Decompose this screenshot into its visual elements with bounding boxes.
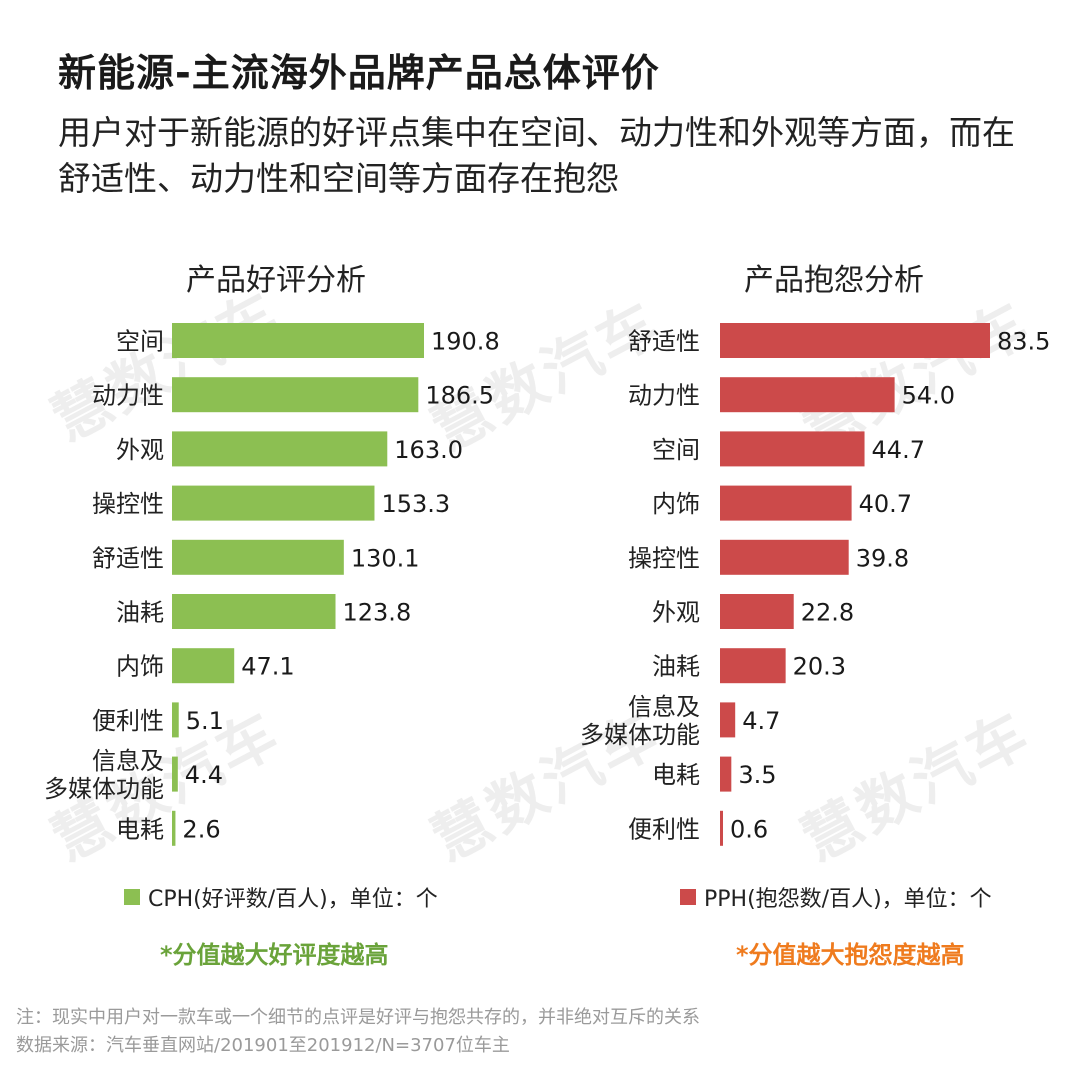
good-bar (172, 810, 176, 846)
complaint-bar (720, 539, 849, 575)
complaint-value-label: 4.7 (742, 707, 780, 735)
complaint-bar (720, 702, 736, 738)
good-value-label: 4.4 (185, 761, 223, 789)
good-category-label: 空间 (116, 328, 164, 356)
page-subtitle: 用户对于新能源的好评点集中在空间、动力性和外观等方面，而在舒适性、动力性和空间等… (58, 113, 1015, 198)
good-category-label: 电耗 (116, 815, 164, 843)
good-value-label: 186.5 (425, 382, 494, 410)
complaint-bar (720, 756, 732, 792)
complaint-legend: PPH(抱怨数/百人)，单位：个 (680, 881, 992, 913)
good-legend-label: CPH(好评数/百人)，单位：个 (148, 887, 438, 912)
page-title: 新能源-主流海外品牌产品总体评价 (58, 51, 660, 95)
complaint-value-label: 0.6 (730, 815, 768, 843)
complaint-category-label: 电耗 (652, 761, 700, 789)
good-bar (172, 756, 178, 792)
good-value-label: 123.8 (343, 599, 412, 627)
good-value-label: 47.1 (241, 653, 294, 681)
good-bar (172, 431, 388, 467)
good-bar (172, 648, 235, 684)
good-category-label: 操控性 (92, 490, 164, 518)
complaint-bar (720, 377, 895, 413)
complaint-bar (720, 648, 786, 684)
complaint-value-label: 44.7 (872, 436, 925, 464)
complaint-category-label: 操控性 (628, 544, 700, 572)
good-category-label: 信息及多媒体功能 (44, 747, 164, 803)
good-category-label: 外观 (116, 436, 164, 464)
good-category-label: 舒适性 (92, 544, 164, 572)
complaint-category-label: 内饰 (652, 490, 700, 518)
complaint-bar (720, 323, 990, 358)
complaint-value-label: 3.5 (738, 761, 776, 789)
complaint-value-label: 22.8 (801, 599, 854, 627)
footnote-source: 数据来源：汽车垂直网站/201901至201912/N=3707位车主 (16, 1035, 510, 1056)
complaint-score-note: *分值越大抱怨度越高 (736, 941, 965, 969)
good-bar (172, 377, 419, 413)
complaint-value-label: 39.8 (856, 544, 909, 572)
complaint-category-label: 空间 (652, 436, 700, 464)
good-bar (172, 539, 344, 575)
good-category-label: 便利性 (92, 707, 164, 735)
good-value-label: 190.8 (431, 328, 500, 356)
complaint-bar (720, 485, 852, 521)
complaint-category-label: 动力性 (628, 382, 700, 410)
complaint-value-label: 40.7 (859, 490, 912, 518)
good-value-label: 5.1 (186, 707, 224, 735)
complaint-legend-swatch (680, 889, 696, 905)
complaint-category-label: 舒适性 (628, 328, 700, 356)
complaint-category-label: 油耗 (652, 653, 700, 681)
good-category-label: 内饰 (116, 653, 164, 681)
good-value-label: 153.3 (381, 490, 450, 518)
good-bar (172, 485, 375, 521)
good-legend: CPH(好评数/百人)，单位：个 (124, 881, 438, 913)
complaint-chart-title: 产品抱怨分析 (744, 263, 924, 298)
complaint-bar (720, 431, 865, 467)
good-score-note: *分值越大好评度越高 (160, 941, 389, 969)
good-value-label: 2.6 (182, 815, 220, 843)
good-category-label: 油耗 (116, 599, 164, 627)
complaint-category-label: 外观 (652, 599, 700, 627)
good-bar (172, 594, 336, 629)
good-value-label: 163.0 (394, 436, 463, 464)
complaint-value-label: 83.5 (997, 328, 1050, 356)
good-value-label: 130.1 (351, 544, 420, 572)
complaint-value-label: 54.0 (902, 382, 955, 410)
good-bar (172, 702, 179, 738)
footnote-remark: 注：现实中用户对一款车或一个细节的点评是好评与抱怨共存的，并非绝对互斥的关系 (16, 1007, 700, 1028)
complaint-category-label: 信息及多媒体功能 (580, 693, 700, 749)
complaint-bar (720, 594, 794, 629)
good-legend-swatch (124, 889, 140, 905)
good-chart-title: 产品好评分析 (186, 263, 366, 298)
complaint-category-label: 便利性 (628, 815, 700, 843)
good-bar (172, 323, 424, 358)
complaint-value-label: 20.3 (793, 653, 846, 681)
complaint-legend-label: PPH(抱怨数/百人)，单位：个 (704, 887, 992, 912)
complaint-bar (720, 810, 723, 846)
good-category-label: 动力性 (92, 382, 164, 410)
